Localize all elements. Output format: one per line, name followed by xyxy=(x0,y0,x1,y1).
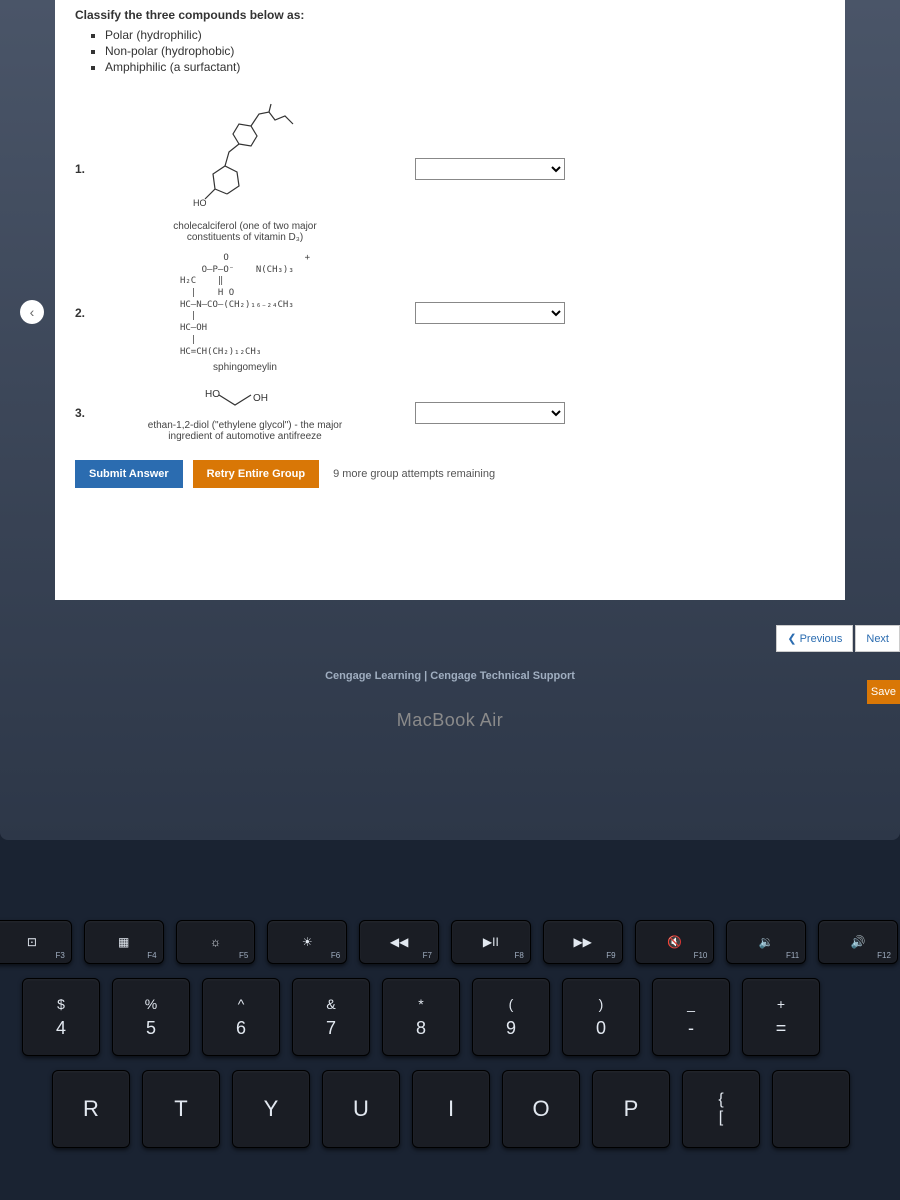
key-f11[interactable]: 🔉F11 xyxy=(726,920,806,964)
laptop-label: MacBook Air xyxy=(0,710,900,731)
key-I[interactable]: I xyxy=(412,1070,490,1148)
ethylene-glycol-structure: HO OH xyxy=(115,383,375,416)
compound-number: 3. xyxy=(75,406,115,420)
key-f4[interactable]: ▦F4 xyxy=(84,920,164,964)
key-8[interactable]: *8 xyxy=(382,978,460,1056)
compound-row-2: 2. O + O–P–O⁻ N(CH₃)₃ H₂C ‖ | H O HC–N–C… xyxy=(75,253,825,373)
key-9[interactable]: (9 xyxy=(472,978,550,1056)
key-P[interactable]: P xyxy=(592,1070,670,1148)
key-bracket[interactable] xyxy=(772,1070,850,1148)
key-O[interactable]: O xyxy=(502,1070,580,1148)
key-f10[interactable]: 🔇F10 xyxy=(635,920,715,964)
option-amphiphilic: Amphiphilic (a surfactant) xyxy=(105,60,825,74)
key-f6[interactable]: ☀F6 xyxy=(267,920,347,964)
classification-options: Polar (hydrophilic) Non-polar (hydrophob… xyxy=(105,28,825,74)
answer-select-2[interactable] xyxy=(415,302,565,324)
key--[interactable]: _- xyxy=(652,978,730,1056)
key-4[interactable]: $4 xyxy=(22,978,100,1056)
submit-answer-button[interactable]: Submit Answer xyxy=(75,460,183,488)
number-key-row: $4%5^6&7*8(9)0_-+= xyxy=(22,978,898,1056)
key-f9[interactable]: ▶▶F9 xyxy=(543,920,623,964)
compound-caption: ethan-1,2-diol ("ethylene glycol") - the… xyxy=(115,420,375,442)
svg-text:OH: OH xyxy=(253,393,268,404)
action-buttons: Submit Answer Retry Entire Group 9 more … xyxy=(75,460,825,488)
cengage-learning-link[interactable]: Cengage Learning xyxy=(325,670,421,682)
nav-buttons: ❮ Previous Next xyxy=(776,625,900,652)
key-{[interactable]: {[ xyxy=(682,1070,760,1148)
key-f8[interactable]: ▶IIF8 xyxy=(451,920,531,964)
compound-figure-1: HO cholecalciferol (one of two major con… xyxy=(115,94,375,243)
next-button[interactable]: Next xyxy=(855,625,900,652)
key-U[interactable]: U xyxy=(322,1070,400,1148)
compound-figure-2: O + O–P–O⁻ N(CH₃)₃ H₂C ‖ | H O HC–N–CO–(… xyxy=(115,253,375,373)
key-f3[interactable]: ⊡F3 xyxy=(0,920,72,964)
keyboard: ⊡F3 ▦F4 ☼F5☀F6 ◀◀F7 ▶IIF8 ▶▶F9 🔇F10🔉F11 🔊F12 $4… xyxy=(0,920,900,1148)
key-T[interactable]: T xyxy=(142,1070,220,1148)
cengage-support-link[interactable]: Cengage Technical Support xyxy=(430,670,575,682)
function-key-row: ⊡F3 ▦F4 ☼F5☀F6 ◀◀F7 ▶IIF8 ▶▶F9 🔇F10🔉F11 🔊F12 xyxy=(0,920,898,964)
svg-text:HO: HO xyxy=(205,389,220,400)
attempts-remaining: 9 more group attempts remaining xyxy=(333,468,495,480)
key-R[interactable]: R xyxy=(52,1070,130,1148)
answer-select-3[interactable] xyxy=(415,402,565,424)
retry-group-button[interactable]: Retry Entire Group xyxy=(193,460,319,488)
answer-select-1[interactable] xyxy=(415,158,565,180)
key-6[interactable]: ^6 xyxy=(202,978,280,1056)
key-Y[interactable]: Y xyxy=(232,1070,310,1148)
letter-key-row: RTYUIOP{[ xyxy=(52,1070,898,1148)
compound-caption: sphingomeylin xyxy=(115,362,375,373)
question-panel: Classify the three compounds below as: P… xyxy=(55,0,845,600)
compound-row-3: 3. HO OH ethan-1,2-diol ("ethylene glyco… xyxy=(75,383,825,442)
compound-figure-3: HO OH ethan-1,2-diol ("ethylene glycol")… xyxy=(115,383,375,442)
key-=[interactable]: += xyxy=(742,978,820,1056)
key-f7[interactable]: ◀◀F7 xyxy=(359,920,439,964)
compound-number: 1. xyxy=(75,162,115,176)
key-f12[interactable]: 🔊F12 xyxy=(818,920,898,964)
compound-number: 2. xyxy=(75,306,115,320)
footer-links: Cengage Learning | Cengage Technical Sup… xyxy=(0,670,900,682)
previous-button[interactable]: ❮ Previous xyxy=(776,625,853,652)
chevron-left-icon: ❮ xyxy=(787,632,796,645)
compound-row-1: 1. HO xyxy=(75,94,825,243)
question-prompt: Classify the three compounds below as: xyxy=(75,0,825,22)
option-polar: Polar (hydrophilic) xyxy=(105,28,825,42)
chevron-left-icon[interactable]: ‹ xyxy=(20,300,44,324)
key-5[interactable]: %5 xyxy=(112,978,190,1056)
cholecalciferol-structure: HO xyxy=(115,94,375,217)
svg-text:HO: HO xyxy=(193,198,207,208)
key-0[interactable]: )0 xyxy=(562,978,640,1056)
save-button[interactable]: Save xyxy=(867,680,900,704)
key-7[interactable]: &7 xyxy=(292,978,370,1056)
screen-area: ‹ Classify the three compounds below as:… xyxy=(0,0,900,840)
sphingomyelin-structure: O + O–P–O⁻ N(CH₃)₃ H₂C ‖ | H O HC–N–CO–(… xyxy=(115,253,375,358)
key-f5[interactable]: ☼F5 xyxy=(176,920,256,964)
molecular-formula: O + O–P–O⁻ N(CH₃)₃ H₂C ‖ | H O HC–N–CO–(… xyxy=(180,253,310,358)
option-nonpolar: Non-polar (hydrophobic) xyxy=(105,44,825,58)
compound-caption: cholecalciferol (one of two major consti… xyxy=(115,221,375,243)
